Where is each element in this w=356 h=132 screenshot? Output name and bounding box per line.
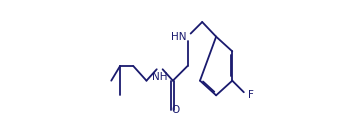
Text: NH: NH [152, 72, 167, 82]
Text: HN: HN [171, 32, 187, 42]
Text: F: F [248, 90, 253, 100]
Text: O: O [171, 105, 180, 115]
